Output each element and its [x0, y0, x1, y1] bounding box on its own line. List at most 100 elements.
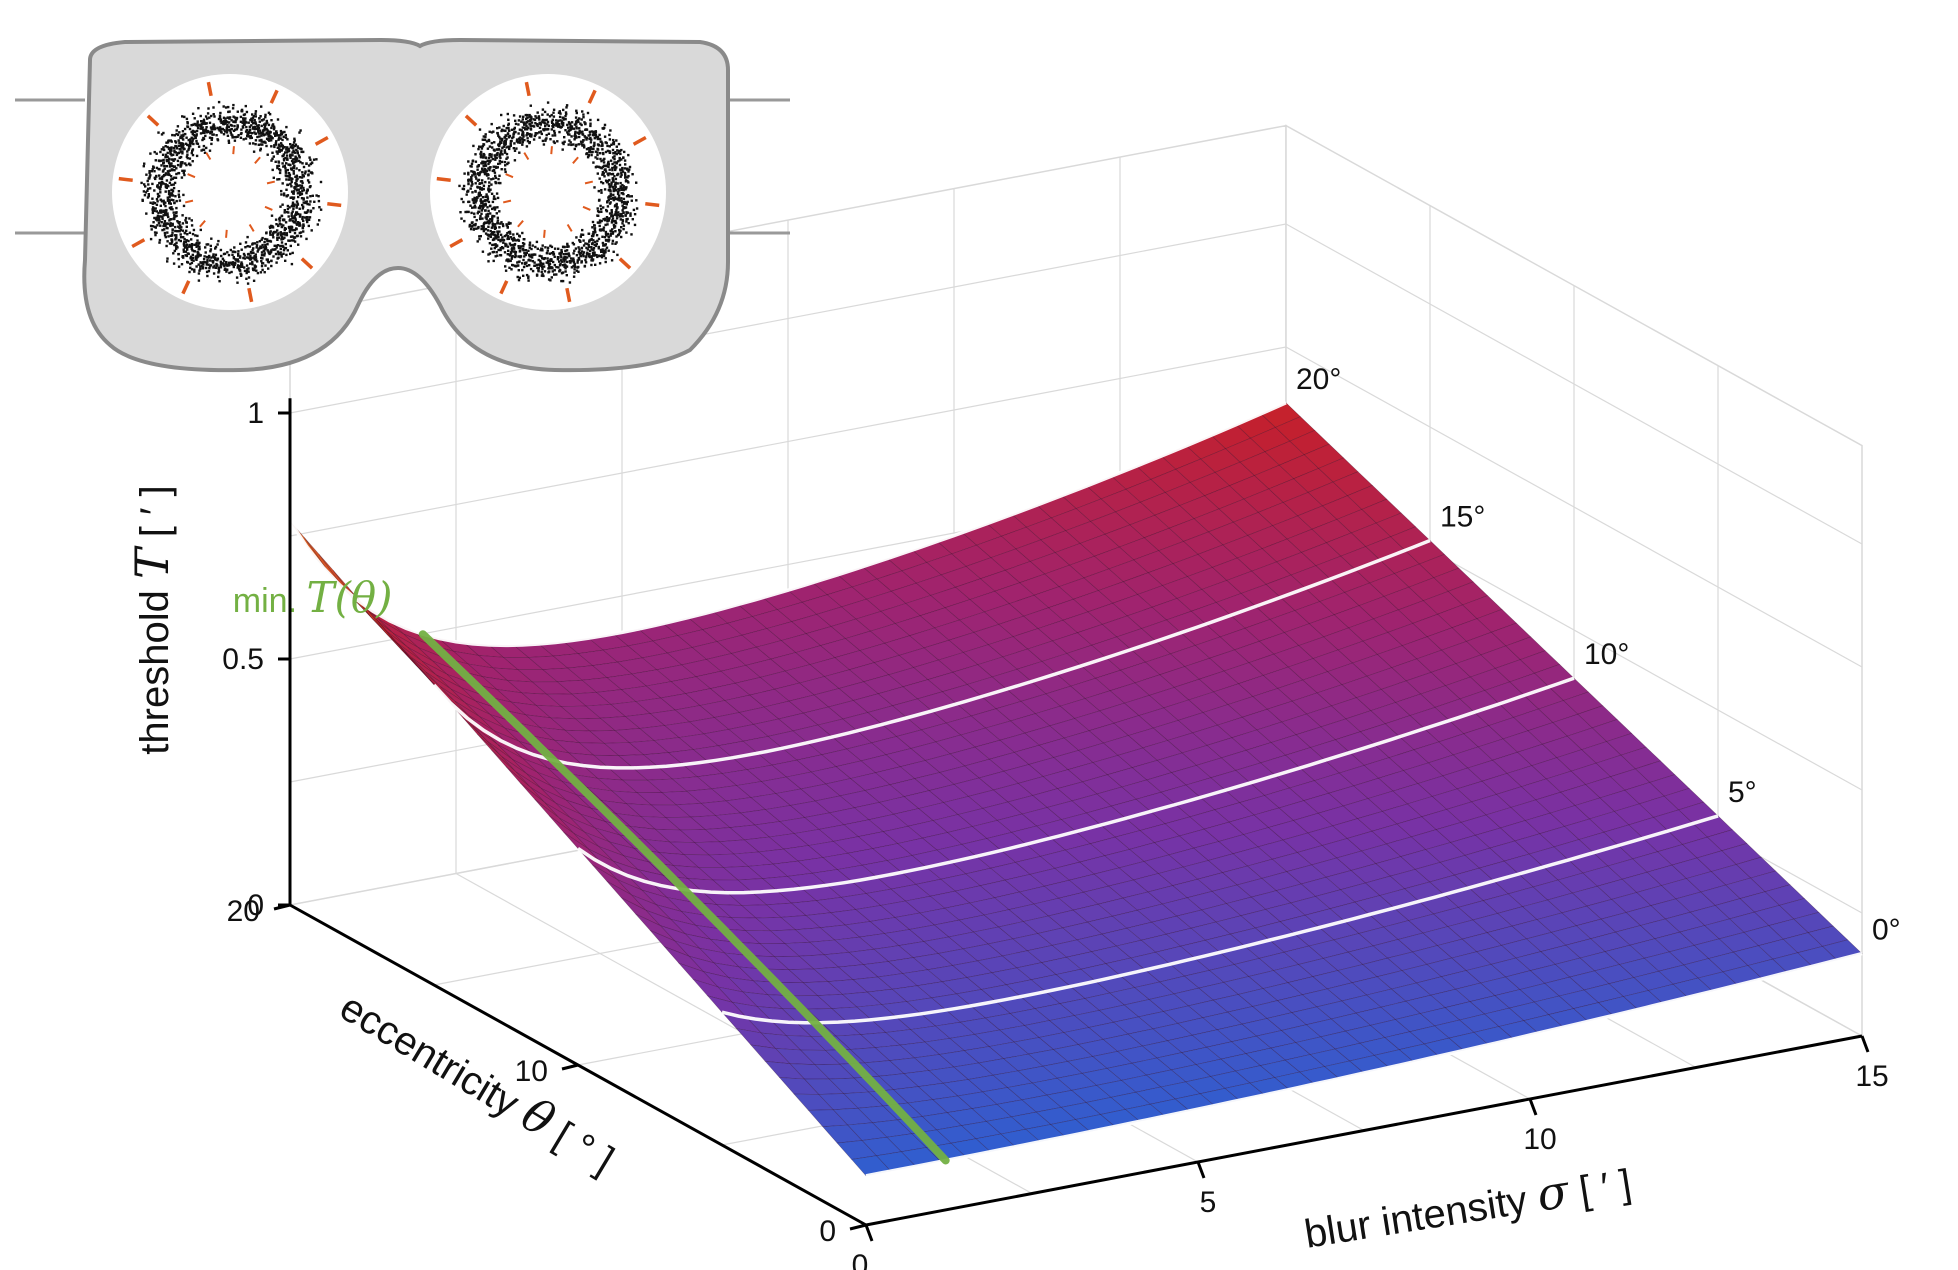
ring-dot [528, 253, 531, 256]
ring-dot [580, 118, 583, 121]
ring-dot [244, 104, 247, 108]
ring-dot [527, 249, 530, 252]
ring-dot [190, 257, 193, 260]
ring-dot [621, 222, 624, 225]
ring-dot [529, 124, 533, 128]
inner-tick [254, 156, 261, 164]
ring-dot [496, 196, 500, 200]
ring-dot [238, 264, 241, 268]
ring-dot [599, 221, 602, 224]
ring-dot [607, 165, 610, 168]
ring-dot [608, 168, 611, 171]
ring-dot [473, 172, 476, 175]
ring-dot [157, 221, 161, 225]
ring-dot [235, 276, 239, 279]
ring-dot [300, 197, 304, 200]
ring-dot [508, 242, 512, 245]
ring-dot [478, 217, 482, 220]
ring-dot [621, 192, 624, 195]
ring-dot [545, 137, 548, 140]
ring-dot [220, 131, 223, 134]
ring-dot [616, 190, 620, 193]
ring-dot [600, 189, 603, 192]
ring-dot [522, 245, 525, 248]
ring-dot [171, 208, 174, 211]
ring-dot [491, 157, 494, 161]
ring-dot [231, 261, 235, 264]
ring-dot [635, 199, 638, 202]
ring-dot [167, 171, 170, 174]
ring-dot [470, 180, 474, 184]
ring-dot [276, 229, 279, 232]
ring-dot [153, 216, 156, 220]
ring-dot [564, 249, 567, 253]
ring-dot [611, 242, 614, 245]
ring-dot [212, 106, 215, 109]
ring-dot [148, 170, 151, 173]
ring-dot [246, 245, 249, 248]
ring-dot [236, 135, 239, 138]
ring-dot [620, 148, 623, 152]
ring-dot [480, 225, 483, 228]
ring-dot [195, 139, 198, 143]
ring-dot [247, 270, 250, 273]
ring-dot [263, 252, 266, 255]
ring-dot [603, 252, 606, 255]
ring-dot [306, 179, 310, 182]
ring-dot [495, 212, 498, 215]
ring-dot [283, 209, 286, 212]
ring-dot [569, 126, 572, 129]
ring-dot [187, 162, 191, 166]
inner-tick [232, 146, 235, 155]
ring-dot [302, 201, 305, 204]
ring-dot [168, 169, 171, 172]
ring-dot [614, 211, 617, 214]
ring-dot [612, 152, 615, 155]
ring-dot [212, 253, 215, 256]
ring-dot [250, 251, 253, 255]
ring-dot [476, 172, 479, 176]
ring-dot [175, 244, 178, 248]
ring-dot [607, 238, 611, 241]
ring-dot [306, 202, 309, 206]
ring-dot [608, 138, 612, 141]
ring-dot [596, 135, 600, 139]
ring-dot [577, 250, 581, 254]
ring-dot [528, 264, 531, 267]
right-lens [430, 74, 666, 310]
ring-dot [198, 245, 201, 248]
ring-dot [594, 150, 598, 153]
ring-dot [182, 193, 185, 197]
ring-dot [312, 158, 316, 161]
ring-dot [604, 260, 607, 264]
ring-dot [231, 134, 234, 137]
ring-dot [584, 261, 588, 264]
ring-dot [504, 143, 507, 146]
ring-dot [542, 274, 545, 278]
ring-dot [182, 133, 185, 136]
ring-dot [570, 135, 573, 138]
ring-dot [627, 174, 630, 178]
ring-dot [152, 207, 155, 210]
ring-dot [220, 121, 223, 124]
ring-dot [260, 260, 263, 263]
ring-dot [594, 253, 597, 257]
ring-dot [156, 214, 160, 217]
ring-dot [240, 262, 244, 266]
min-curve-label: min. T(θ) [233, 573, 393, 622]
ring-dot [216, 126, 219, 130]
ring-dot [208, 254, 211, 258]
ring-dot [287, 178, 291, 181]
ring-dot [611, 217, 615, 220]
ring-dot [234, 250, 237, 254]
ring-dot [171, 194, 175, 197]
ring-dot [589, 124, 592, 128]
ring-dot [494, 243, 497, 246]
ring-dot [178, 195, 181, 199]
ring-dot [496, 127, 499, 130]
ring-dot [185, 243, 188, 246]
ring-dot [606, 180, 609, 184]
ring-dot [517, 141, 520, 144]
ring-dot [297, 195, 300, 199]
ring-dot [157, 167, 160, 171]
